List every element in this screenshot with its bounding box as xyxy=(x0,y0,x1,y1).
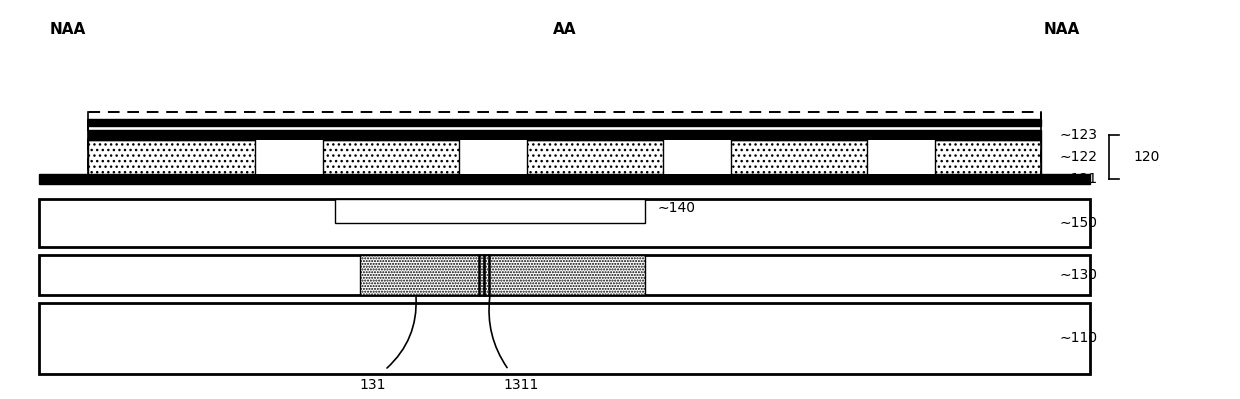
Text: ∼121: ∼121 xyxy=(1059,172,1097,186)
Bar xyxy=(484,255,645,294)
Text: ∼123: ∼123 xyxy=(1059,128,1097,142)
Bar xyxy=(38,174,1090,184)
Text: 1311: 1311 xyxy=(503,378,538,392)
Bar xyxy=(88,113,1040,182)
Bar xyxy=(88,140,1040,174)
Bar xyxy=(868,140,935,174)
Text: NAA: NAA xyxy=(50,22,86,37)
Bar xyxy=(88,130,1040,140)
Text: ∼122: ∼122 xyxy=(1059,150,1097,164)
Text: AA: AA xyxy=(553,22,577,37)
Text: 120: 120 xyxy=(1133,150,1159,164)
Text: NAA: NAA xyxy=(1043,22,1079,37)
Bar xyxy=(663,140,732,174)
Bar xyxy=(38,255,1090,294)
Bar xyxy=(255,140,324,174)
Bar xyxy=(336,200,645,223)
Text: ∼110: ∼110 xyxy=(1059,331,1097,345)
Bar xyxy=(38,302,1090,374)
Text: ∼150: ∼150 xyxy=(1059,216,1097,230)
Text: ∼140: ∼140 xyxy=(657,201,696,215)
Bar xyxy=(459,140,527,174)
Bar xyxy=(38,200,1090,247)
Text: 131: 131 xyxy=(360,378,386,392)
Bar xyxy=(360,255,484,294)
Text: ∼130: ∼130 xyxy=(1059,268,1097,282)
Bar xyxy=(88,119,1040,126)
